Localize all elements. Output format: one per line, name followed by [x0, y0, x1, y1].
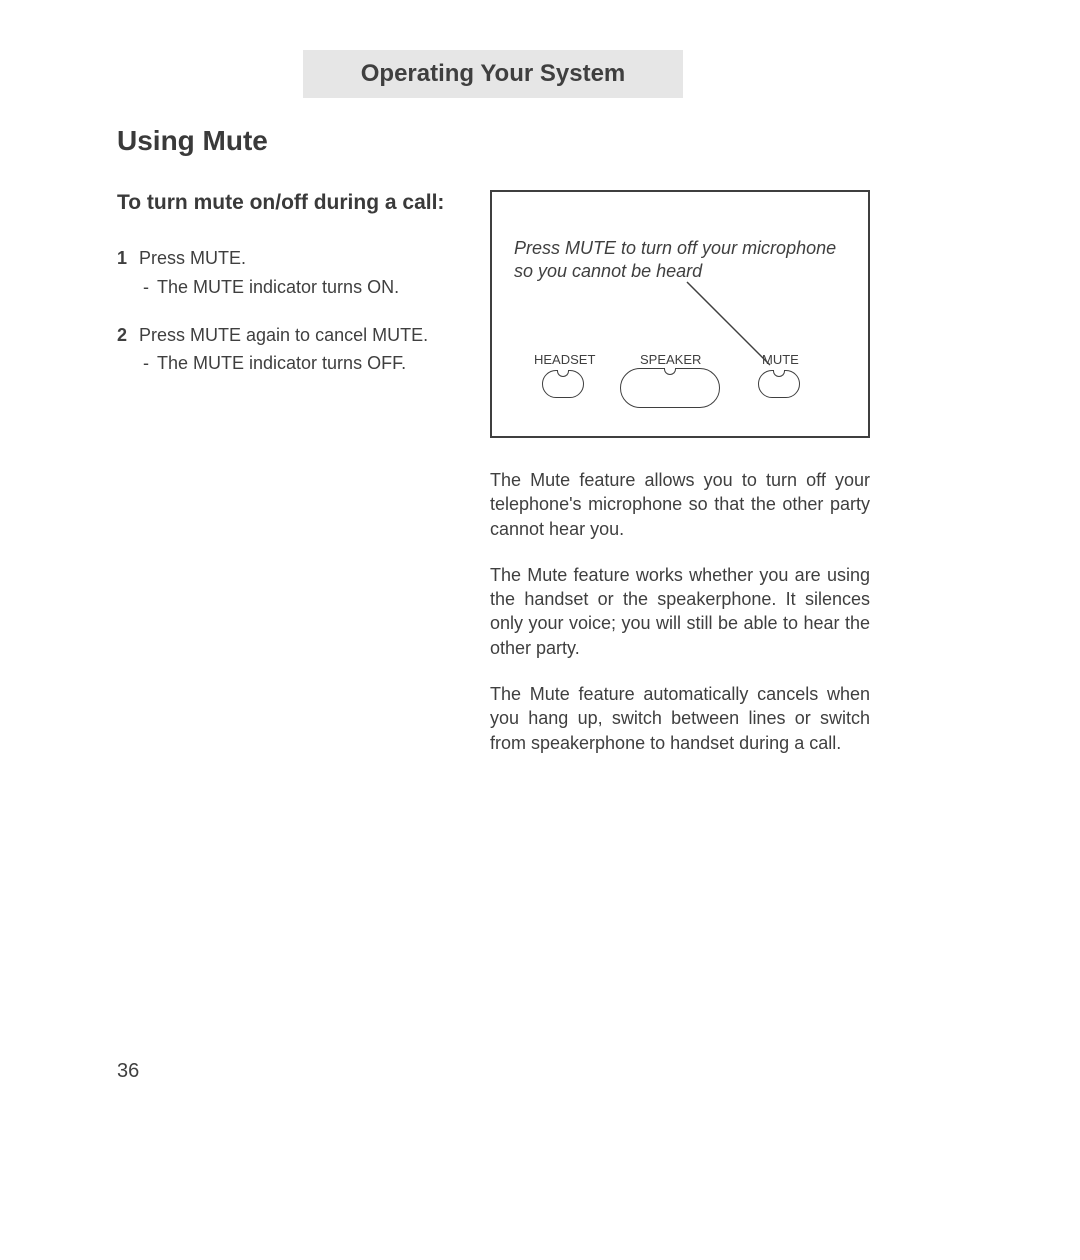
- step-1: 1 Press MUTE. The MUTE indicator turns O…: [117, 246, 457, 299]
- paragraphs: The Mute feature allows you to turn off …: [490, 468, 870, 755]
- step-2: 2 Press MUTE again to cancel MUTE. The M…: [117, 323, 457, 376]
- paragraph: The Mute feature allows you to turn off …: [490, 468, 870, 541]
- speaker-button-icon: [620, 368, 720, 408]
- paragraph: The Mute feature works whether you are u…: [490, 563, 870, 660]
- headset-notch-icon: [557, 370, 569, 377]
- speaker-notch-icon: [664, 368, 676, 375]
- left-column: To turn mute on/off during a call: 1 Pre…: [117, 190, 457, 399]
- mute-notch-icon: [773, 370, 785, 377]
- figure-box: Press MUTE to turn off your microphone s…: [490, 190, 870, 438]
- speaker-label: SPEAKER: [640, 352, 701, 367]
- header-banner: Operating Your System: [303, 50, 683, 98]
- step-main-text: Press MUTE.: [139, 246, 457, 270]
- header-title: Operating Your System: [361, 60, 626, 88]
- section-title: Using Mute: [117, 125, 268, 157]
- headset-button-icon: [542, 370, 584, 398]
- headset-label: HEADSET: [534, 352, 595, 367]
- step-main-text: Press MUTE again to cancel MUTE.: [139, 323, 457, 347]
- step-body: Press MUTE again to cancel MUTE. The MUT…: [139, 323, 457, 376]
- mute-button-icon: [758, 370, 800, 398]
- step-number: 1: [117, 246, 139, 299]
- paragraph: The Mute feature automatically cancels w…: [490, 682, 870, 755]
- page-number: 36: [117, 1060, 139, 1083]
- right-column: Press MUTE to turn off your microphone s…: [490, 190, 870, 777]
- mute-label: MUTE: [762, 352, 799, 367]
- subheading: To turn mute on/off during a call:: [117, 190, 457, 216]
- step-number: 2: [117, 323, 139, 376]
- step-sub-text: The MUTE indicator turns OFF.: [139, 351, 457, 375]
- step-sub-text: The MUTE indicator turns ON.: [139, 275, 457, 299]
- step-body: Press MUTE. The MUTE indicator turns ON.: [139, 246, 457, 299]
- figure-caption: Press MUTE to turn off your microphone s…: [514, 237, 854, 284]
